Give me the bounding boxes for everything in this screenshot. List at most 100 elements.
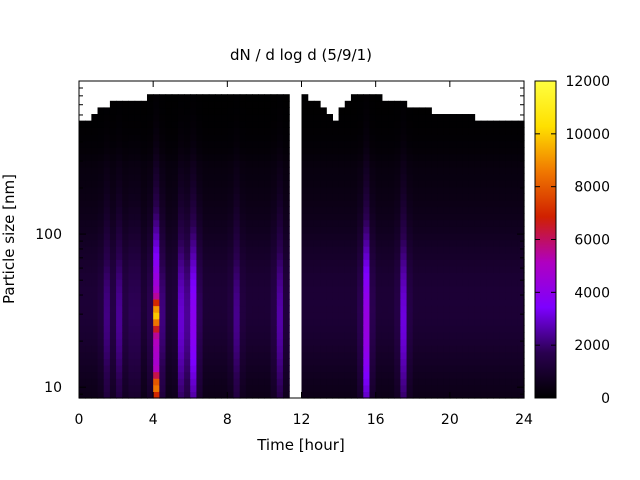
- colorbar-tick-label: 12000: [565, 74, 610, 90]
- heatmap-cell: [381, 239, 389, 247]
- heatmap-cell: [233, 193, 241, 201]
- heatmap-cell: [116, 252, 123, 260]
- heatmap-cell: [202, 338, 210, 346]
- heatmap-cell: [239, 206, 247, 214]
- heatmap-cell: [264, 140, 272, 148]
- heatmap-cell: [394, 285, 401, 293]
- heatmap-cell: [245, 259, 253, 267]
- heatmap-cell: [258, 133, 266, 142]
- heatmap-cell: [431, 384, 439, 392]
- heatmap-cell: [499, 213, 507, 221]
- heatmap-cell: [258, 325, 266, 333]
- heatmap-cell: [196, 232, 204, 241]
- heatmap-cell: [468, 391, 476, 399]
- heatmap-cell: [227, 318, 235, 326]
- heatmap-cell: [474, 358, 482, 366]
- heatmap-cell: [196, 199, 204, 208]
- heatmap-cell: [245, 358, 253, 366]
- heatmap-cell: [171, 272, 179, 280]
- heatmap-cell: [171, 140, 179, 148]
- heatmap-cell: [363, 345, 371, 353]
- heatmap-cell: [369, 180, 377, 188]
- heatmap-cell: [468, 160, 476, 168]
- heatmap-cell: [313, 371, 321, 379]
- heatmap-cell: [320, 325, 327, 333]
- heatmap-cell: [190, 107, 198, 115]
- heatmap-cell: [128, 298, 136, 307]
- heatmap-cell: [517, 239, 525, 247]
- heatmap-cell: [146, 318, 154, 326]
- heatmap-cell: [381, 318, 389, 326]
- heatmap-cell: [301, 140, 309, 148]
- x-tick-label: 8: [223, 412, 232, 428]
- heatmap-cell: [456, 312, 463, 320]
- heatmap-cell: [109, 259, 117, 267]
- heatmap-cell: [468, 114, 476, 122]
- heatmap-cell: [301, 100, 309, 109]
- heatmap-cell: [140, 364, 148, 373]
- heatmap-cell: [412, 292, 420, 300]
- heatmap-cell: [456, 279, 463, 287]
- heatmap-cell: [252, 219, 259, 227]
- heatmap-cell: [153, 206, 160, 214]
- heatmap-cell: [320, 114, 327, 122]
- heatmap-cell: [109, 153, 117, 161]
- heatmap-cell: [443, 193, 451, 201]
- x-axis-ticks: 0 4 8 12 16 20 24: [75, 81, 533, 428]
- heatmap-cell: [239, 153, 247, 161]
- heatmap-cell: [196, 226, 204, 234]
- heatmap-cell: [499, 305, 507, 313]
- heatmap-cell: [394, 345, 401, 353]
- heatmap-cell: [449, 279, 457, 287]
- heatmap-cell: [375, 140, 383, 148]
- heatmap-cell: [517, 279, 525, 287]
- heatmap-cell: [375, 133, 383, 142]
- heatmap-cell: [338, 166, 346, 175]
- heatmap-cell: [462, 180, 469, 188]
- heatmap-cell: [282, 272, 290, 280]
- heatmap-cell: [400, 193, 408, 201]
- heatmap-cell: [128, 219, 136, 227]
- heatmap-cell: [388, 364, 395, 373]
- heatmap-cell: [140, 153, 148, 161]
- heatmap-cell: [122, 120, 130, 128]
- heatmap-cell: [462, 153, 469, 161]
- heatmap-cell: [474, 206, 482, 214]
- heatmap-cell: [85, 371, 92, 379]
- heatmap-cell: [196, 147, 204, 155]
- heatmap-cell: [375, 193, 383, 201]
- heatmap-cell: [320, 239, 327, 247]
- heatmap-cell: [375, 239, 383, 247]
- heatmap-cell: [437, 239, 445, 247]
- heatmap-cell: [190, 127, 198, 135]
- heatmap-cell: [313, 246, 321, 254]
- heatmap-cell: [245, 384, 253, 392]
- heatmap-cell: [486, 279, 494, 287]
- heatmap-cell: [128, 279, 136, 287]
- heatmap-cell: [307, 351, 315, 359]
- heatmap-cell: [159, 351, 167, 359]
- heatmap-cell: [276, 259, 284, 267]
- heatmap-cell: [184, 384, 191, 392]
- heatmap-cell: [493, 252, 500, 260]
- heatmap-cell: [177, 140, 185, 148]
- heatmap-cell: [252, 166, 259, 175]
- heatmap-cell: [418, 358, 426, 366]
- heatmap-cell: [134, 127, 142, 135]
- heatmap-cell: [307, 285, 315, 293]
- heatmap-cell: [456, 246, 463, 254]
- heatmap-cell: [406, 292, 414, 300]
- heatmap-cell: [301, 160, 309, 168]
- heatmap-cell: [431, 378, 439, 386]
- heatmap-cell: [214, 351, 222, 359]
- heatmap-cell: [350, 226, 358, 234]
- heatmap-cell: [400, 292, 408, 300]
- heatmap-cell: [425, 239, 432, 247]
- heatmap-cell: [350, 180, 358, 188]
- heatmap-cell: [153, 213, 160, 221]
- heatmap-cell: [227, 199, 235, 208]
- heatmap-cell: [196, 259, 204, 267]
- heatmap-cell: [474, 325, 482, 333]
- heatmap-cell: [431, 147, 439, 155]
- heatmap-cell: [326, 298, 333, 307]
